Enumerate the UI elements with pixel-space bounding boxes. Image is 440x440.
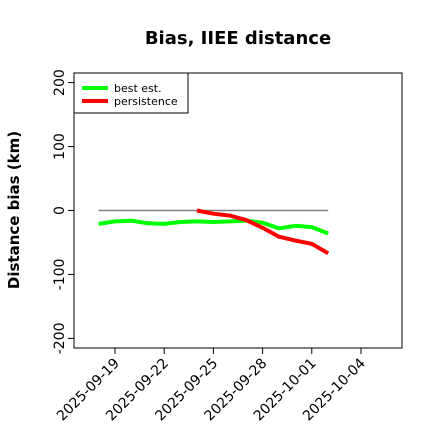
chart-title: Bias, IIEE distance bbox=[145, 28, 331, 49]
y-axis: -200 -100 0 100 200 bbox=[52, 69, 74, 354]
series-line-persistence bbox=[196, 208, 330, 256]
x-axis: 2025-09-192025-09-222025-09-252025-09-28… bbox=[54, 348, 369, 424]
series-layer bbox=[98, 208, 330, 256]
legend-box bbox=[73, 72, 189, 114]
legend: best est. persistence bbox=[73, 72, 189, 114]
y-tick-label: 200 bbox=[52, 69, 68, 96]
series-line-best-est bbox=[98, 218, 329, 236]
y-tick-label: -200 bbox=[52, 323, 68, 355]
legend-label-persistence: persistence bbox=[114, 95, 178, 108]
legend-label-best-est: best est. bbox=[114, 82, 162, 95]
y-tick-label: -100 bbox=[52, 259, 68, 291]
y-tick-label: 0 bbox=[52, 206, 68, 215]
y-tick-label: 100 bbox=[52, 133, 68, 160]
y-axis-label: Distance bias (km) bbox=[5, 131, 23, 289]
